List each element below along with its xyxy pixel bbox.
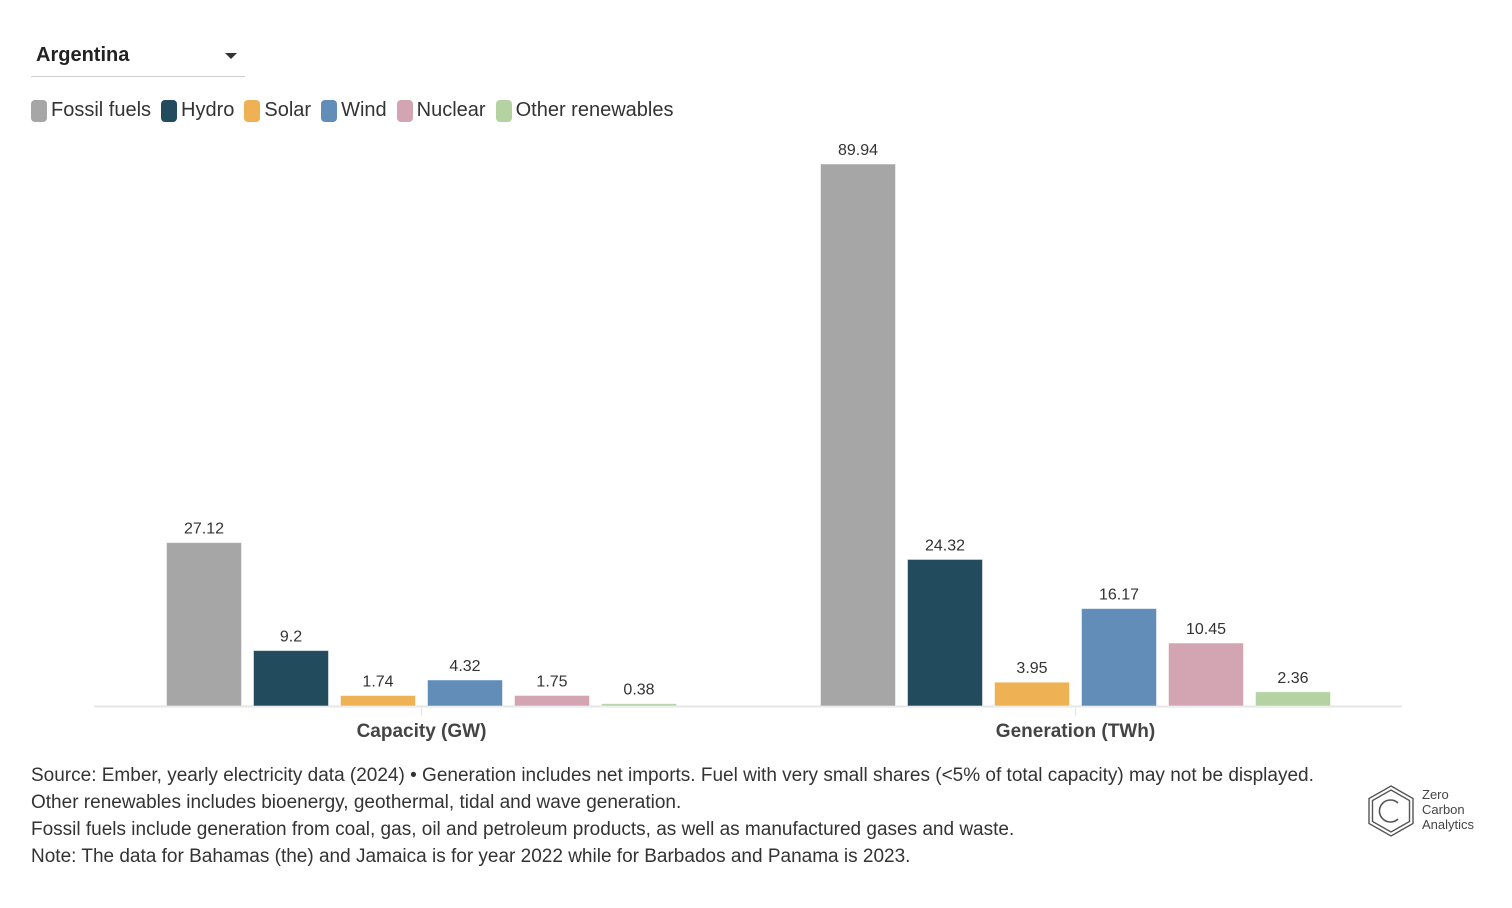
legend-item-fossil-fuels[interactable]: Fossil fuels	[31, 99, 151, 122]
source-note: Source: Ember, yearly electricity data (…	[31, 765, 1314, 813]
legend-label: Fossil fuels	[51, 99, 152, 121]
hexagon-c-icon	[1368, 785, 1414, 837]
legend-item-wind[interactable]: Wind	[321, 99, 387, 122]
country-selector[interactable]: Argentina	[31, 38, 245, 77]
data-label: 4.32	[449, 658, 480, 675]
legend-item-nuclear[interactable]: Nuclear	[396, 99, 486, 122]
data-label: 3.95	[1016, 660, 1047, 677]
data-label: 16.17	[1099, 587, 1139, 604]
fossil-note: Fossil fuels include generation from coa…	[31, 819, 1015, 840]
legend-swatch	[396, 99, 413, 122]
bar-hydro-generation[interactable]	[907, 558, 983, 707]
legend-swatch	[31, 99, 47, 122]
bar-hydro-capacity[interactable]	[253, 650, 329, 707]
logo-line-3: Analytics	[1422, 817, 1475, 832]
x-axis-category-label: Capacity (GW)	[357, 721, 487, 742]
data-label: 27.12	[184, 521, 224, 538]
data-label: 24.32	[925, 537, 965, 554]
country-selector-value: Argentina	[36, 44, 130, 66]
logo-line-2: Carbon	[1422, 802, 1465, 817]
bar-fossil-fuels-capacity[interactable]	[166, 542, 242, 707]
chart-legend: Fossil fuels Hydro Solar Wind Nuclear Ot…	[31, 99, 683, 122]
bar-other-renewables-capacity[interactable]	[601, 703, 677, 707]
bar-wind-generation[interactable]	[1081, 608, 1157, 707]
legend-item-other-renewables[interactable]: Other renewables	[495, 99, 674, 122]
legend-label: Wind	[341, 99, 387, 121]
legend-label: Other renewables	[515, 99, 674, 121]
bar-solar-generation[interactable]	[994, 681, 1070, 707]
legend-item-solar[interactable]: Solar	[244, 99, 311, 122]
bar-chart: 27.12 9.2 1.74 4.32 1.75 0.38 Capacity (GW) 89.…	[94, 142, 1402, 742]
legend-label: Nuclear	[416, 99, 486, 121]
data-label: 0.38	[623, 682, 654, 699]
legend-swatch	[244, 99, 261, 122]
legend-swatch	[161, 99, 178, 122]
zero-carbon-analytics-logo: Zero Carbon Analytics	[1366, 784, 1496, 840]
data-label: 1.75	[536, 673, 567, 690]
data-label: 1.74	[362, 674, 393, 691]
legend-label: Solar	[264, 99, 312, 121]
bar-nuclear-generation[interactable]	[1168, 642, 1244, 707]
bar-solar-capacity[interactable]	[340, 695, 416, 707]
bar-nuclear-capacity[interactable]	[514, 694, 590, 707]
data-year-note: Note: The data for Bahamas (the) and Jam…	[31, 846, 911, 867]
x-axis-category-label: Generation (TWh)	[996, 721, 1155, 742]
data-label: 2.36	[1277, 670, 1308, 687]
chevron-down-icon[interactable]	[225, 53, 237, 59]
logo-line-1: Zero	[1422, 787, 1449, 802]
chart-footer: Source: Ember, yearly electricity data (…	[31, 762, 1331, 870]
legend-swatch	[495, 99, 512, 122]
bar-wind-capacity[interactable]	[427, 679, 503, 707]
legend-swatch	[321, 99, 338, 122]
legend-label: Hydro	[181, 99, 235, 121]
bar-other-renewables-generation[interactable]	[1255, 691, 1331, 707]
legend-item-hydro[interactable]: Hydro	[161, 99, 234, 122]
bar-fossil-fuels-generation[interactable]	[820, 163, 896, 707]
data-label: 89.94	[838, 142, 878, 159]
data-label: 9.2	[280, 629, 302, 646]
data-label: 10.45	[1186, 621, 1226, 638]
